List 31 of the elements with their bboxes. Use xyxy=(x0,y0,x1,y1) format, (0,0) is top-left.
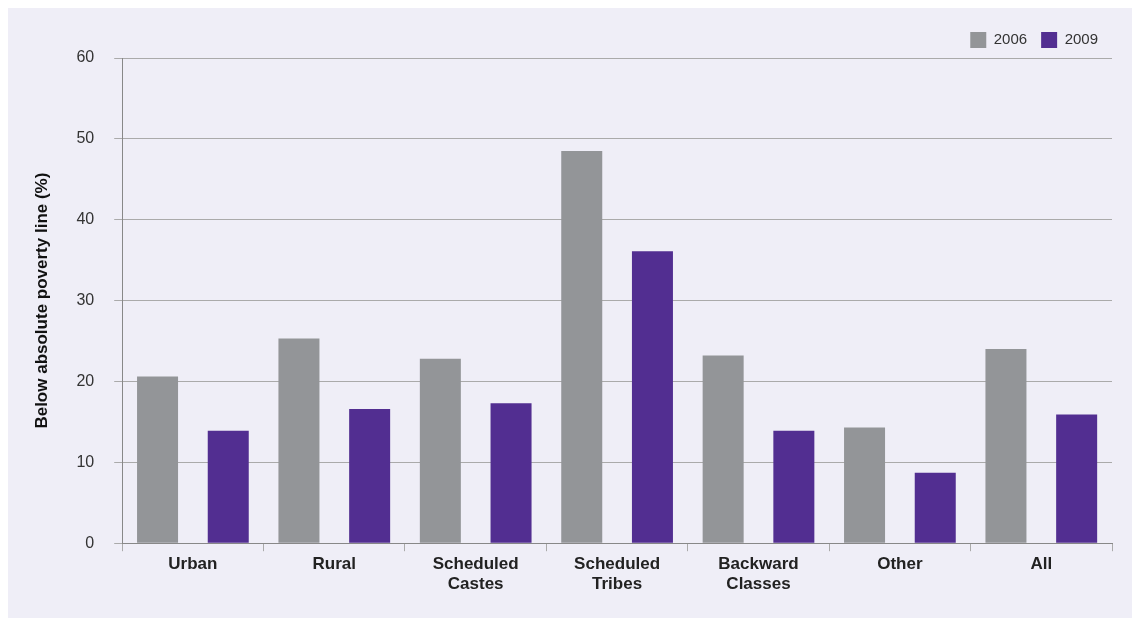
bar xyxy=(985,349,1027,543)
bar xyxy=(278,338,320,543)
x-tick-label: All xyxy=(1030,554,1053,574)
x-tick-label: Rural xyxy=(312,554,357,574)
bar xyxy=(419,358,461,543)
x-tick-label: Other xyxy=(877,554,923,574)
y-tick-label: 20 xyxy=(76,371,95,389)
y-tick-label: 40 xyxy=(76,210,95,228)
bar xyxy=(349,408,391,543)
x-tick-label: Urban xyxy=(168,554,218,574)
bar xyxy=(844,427,886,543)
bar xyxy=(702,355,744,543)
y-tick-label: 0 xyxy=(85,533,95,551)
y-tick-label: 50 xyxy=(76,129,95,147)
bar xyxy=(631,251,673,543)
y-tick-label: 60 xyxy=(76,48,95,66)
y-tick-label: 10 xyxy=(76,452,95,470)
bar xyxy=(1056,414,1098,543)
legend-label: 2006 xyxy=(993,30,1028,48)
x-tick-label: Backward Classes xyxy=(718,554,799,594)
x-tick-label: Scheduled Tribes xyxy=(574,554,661,594)
y-axis-title: Below absolute poverty line (%) xyxy=(31,172,51,429)
bar xyxy=(137,376,179,543)
x-tick-label: Scheduled Castes xyxy=(432,554,519,594)
bar xyxy=(914,472,956,543)
bar xyxy=(207,430,249,543)
y-tick-label: 30 xyxy=(76,291,95,309)
bar xyxy=(561,151,603,543)
bar xyxy=(773,430,815,543)
legend-label: 2009 xyxy=(1064,30,1099,48)
bar xyxy=(490,403,532,543)
